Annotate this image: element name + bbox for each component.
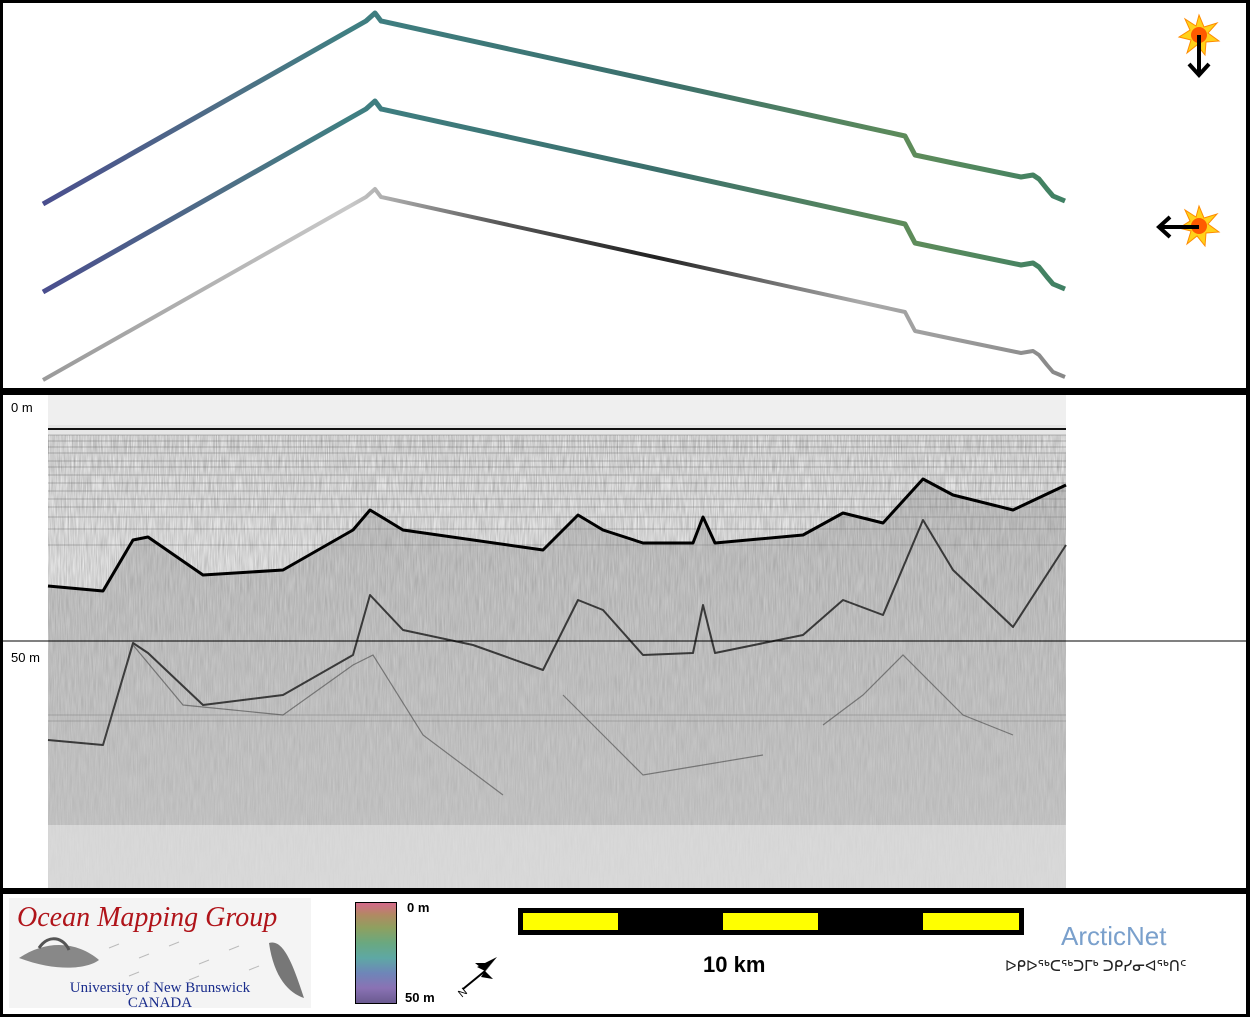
depth-colorbar <box>355 902 397 1004</box>
colorbar-top-label: 0 m <box>407 900 430 915</box>
colorbar-bottom-label: 50 m <box>405 990 435 1005</box>
scale-segment <box>523 913 618 930</box>
horizontal-banding <box>48 434 1066 722</box>
omg-university: University of New Brunswick <box>69 980 251 996</box>
depth-label-0m: 0 m <box>11 400 33 415</box>
seafloor-shading <box>48 479 1066 888</box>
water-column-top <box>48 395 1066 425</box>
seafloor-multiple <box>47 519 1067 746</box>
ocean-mapping-group-logo: Ocean Mapping Group University of New Br… <box>9 898 311 1011</box>
track-perspective-svg <box>41 10 1221 382</box>
scale-segment <box>723 913 818 930</box>
depth-label-50m: 50 m <box>11 650 40 665</box>
arcticnet-logo: ArcticNet <box>1061 921 1167 951</box>
arrow-down-icon <box>1187 35 1211 78</box>
seafloor-second-multiple <box>102 643 1014 796</box>
track-perspective-panel <box>3 3 1246 388</box>
subbottom-profile-panel: 0 m 50 m <box>3 395 1246 888</box>
seafloor-reflector <box>47 477 1067 593</box>
omg-country: CANADA <box>127 995 193 1011</box>
omg-logo-artwork <box>19 937 304 998</box>
scale-segment <box>923 913 1019 930</box>
track-strip-colored-1 <box>41 10 1066 207</box>
arrow-left-icon <box>1156 215 1199 239</box>
north-arrow-icon: N <box>456 957 497 999</box>
scale-bar <box>518 908 1024 935</box>
legend-panel: Ocean Mapping Group University of New Br… <box>3 894 1246 1014</box>
track-strip-grayscale <box>42 187 1066 382</box>
track-strip-colored-2 <box>41 98 1066 295</box>
omg-title: Ocean Mapping Group <box>17 902 278 933</box>
svg-text:N: N <box>456 986 470 999</box>
scale-label: 10 km <box>703 952 766 977</box>
echogram-svg <box>3 395 1246 888</box>
arcticnet-syllabics: ᐅᑭᐅᖅᑕᖅᑐᒥᒃ ᑐᑭᓯᓂᐊᖅᑎᑦ <box>1005 958 1187 975</box>
